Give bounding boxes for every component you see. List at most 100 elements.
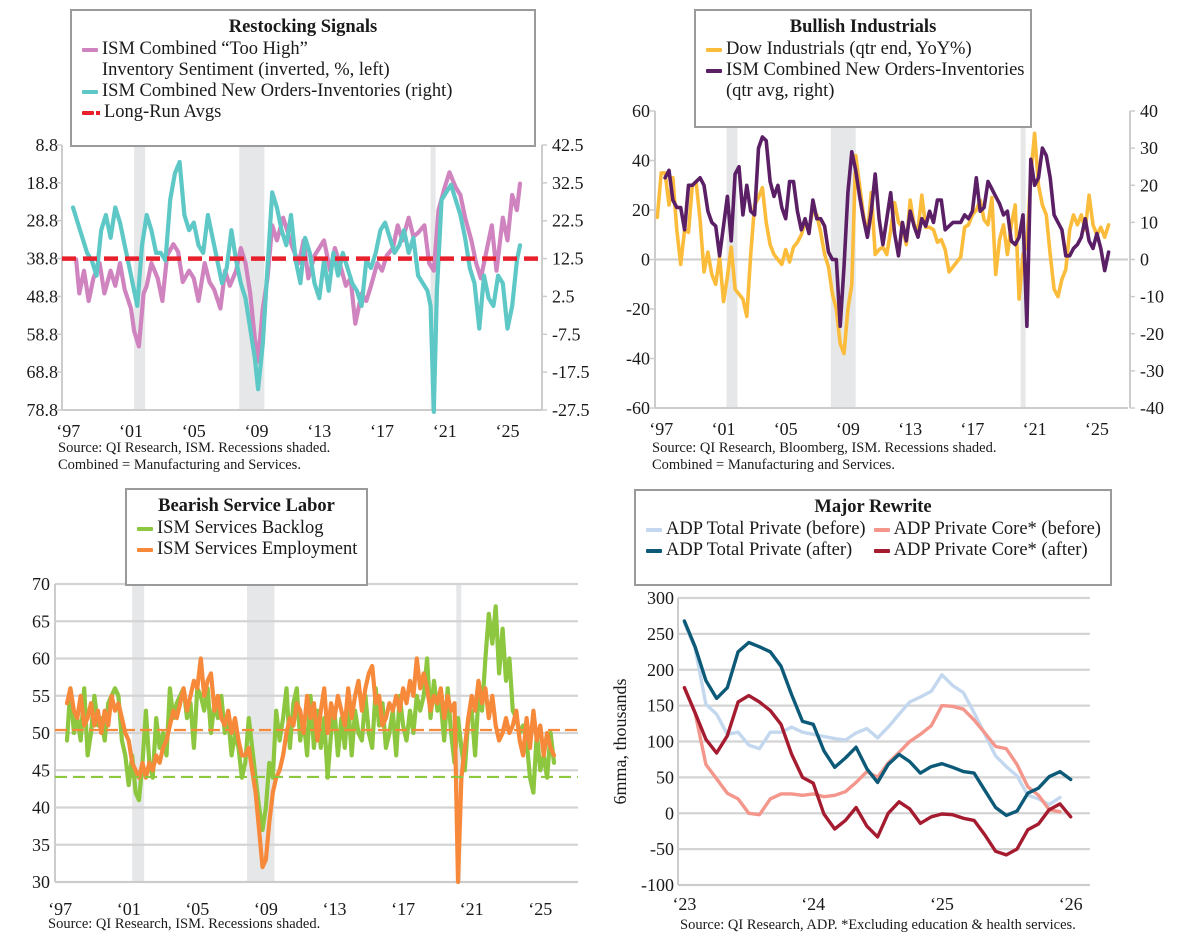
x-tick-label: ‘21 xyxy=(1023,419,1047,439)
chart-restocking-signals: 8.8 18.8 28.8 38.8 48.8 58.8 68.8 78.8 42.5 32.5 2… xyxy=(0,0,600,480)
legend-label: ISM Combined “Too High” xyxy=(102,39,308,59)
y-tick-label-right: -27.5 xyxy=(552,400,590,420)
x-tick-label: ‘13 xyxy=(323,899,347,919)
y-tick-label-left: 50 xyxy=(656,767,674,787)
source-line: Source: QI Research, Bloomberg, ISM. Rec… xyxy=(652,440,997,456)
series-line-dow-industrials-qtr-end-yoy xyxy=(655,131,1111,356)
y-tick-label-left: -100 xyxy=(641,875,674,895)
y-tick-label-right: 42.5 xyxy=(552,135,584,155)
series-line-adp-total-private-before xyxy=(682,621,1062,807)
legend-label: ADP Private Core* (before) xyxy=(893,519,1101,539)
legend-swatch-pink xyxy=(82,48,98,52)
y-tick-label-left: 250 xyxy=(647,624,674,644)
y-tick-label-right: -17.5 xyxy=(552,362,590,382)
series-line-ism-services-employment xyxy=(64,656,557,885)
y-tick-label-left: 18.8 xyxy=(27,173,59,193)
series-line-ism-combined-new-orders-inventories-qtr-avg-right xyxy=(663,135,1111,329)
series-line-adp-private-core-before xyxy=(682,685,1062,817)
chart-bearish-svg: 70 65 60 55 50 45 40 35 30 ‘97 ‘01 ‘05 ‘09 ‘13 ‘17 ‘21 ‘… xyxy=(32,574,578,919)
x-tick-label: ‘05 xyxy=(185,899,209,919)
source-note: Source: QI Research, ISM. Recessions sha… xyxy=(58,440,330,474)
chart-title: Major Rewrite xyxy=(814,497,932,517)
y-tick-label-left: 300 xyxy=(647,588,674,608)
legend-label: ISM Services Employment xyxy=(157,539,358,559)
legend-label: Dow Industrials (qtr end, YoY%) xyxy=(726,39,972,59)
x-tick-label: ‘05 xyxy=(774,419,798,439)
legend-item-total-private-before: ADP Total Private (before) xyxy=(646,519,866,540)
legend-item-private-core-after: ADP Private Core* (after) xyxy=(873,540,1101,561)
chart-major-rewrite: 300 250 200 150 100 50 0 -50 -100 ‘23 ‘24 ‘25 ‘26 6mm… xyxy=(600,480,1200,951)
legend-label: ADP Total Private (before) xyxy=(666,519,866,539)
y-tick-label-left: -50 xyxy=(650,839,674,859)
x-tick-label: ‘01 xyxy=(711,419,735,439)
legend-swatch-gold xyxy=(706,48,722,52)
y-tick-label-right: 0 xyxy=(1140,250,1149,270)
y-tick-label-right: -10 xyxy=(1140,287,1164,307)
y-tick-label-right: 12.5 xyxy=(552,249,584,269)
chart-rewrite-svg: 300 250 200 150 100 50 0 -50 -100‘23 ‘24 ‘25 ‘26 6mm… xyxy=(610,588,1090,914)
y-tick-label-left: 28.8 xyxy=(27,211,59,231)
y-tick-label-left: 200 xyxy=(647,660,674,680)
legend-label: ADP Private Core* (after) xyxy=(893,540,1088,560)
legend-swatch-teal xyxy=(82,90,98,94)
chart-restocking-svg: 8.8 18.8 28.8 38.8 48.8 58.8 68.8 78.8 42.5 32.5 2… xyxy=(27,135,590,441)
y-tick-label-right: -20 xyxy=(1140,324,1164,344)
x-tick-label: ‘25 xyxy=(1085,419,1109,439)
y-tick-label-left: -40 xyxy=(626,349,650,369)
source-line: Source: QI Research, ISM. Recessions sha… xyxy=(48,916,321,932)
x-tick-label: ‘25 xyxy=(495,421,519,441)
y-tick-label-left: 100 xyxy=(647,732,674,752)
source-line: Source: QI Research, ADP. *Excluding edu… xyxy=(680,917,1076,933)
x-tick-label: ‘09 xyxy=(836,419,860,439)
legend-bearish: Bearish Service Labor ISM Services Backl… xyxy=(125,488,368,586)
legend-bullish: Bullish Industrials Dow Industrials (qtr… xyxy=(694,9,1032,128)
x-tick-label: ‘23 xyxy=(672,894,696,914)
y-tick-label-left: 68.8 xyxy=(27,362,59,382)
source-line: Combined = Manufacturing and Services. xyxy=(58,457,301,473)
chart-bearish-service-labor: 70 65 60 55 50 45 40 35 30 ‘97 ‘01 ‘05 ‘09 ‘13 ‘17 ‘21 ‘… xyxy=(0,480,600,951)
y-tick-label-left: 35 xyxy=(32,835,50,855)
recession-shade xyxy=(430,145,436,410)
legend-label: Long-Run Avgs xyxy=(104,102,222,122)
legend-item-dow-industrials: Dow Industrials (qtr end, YoY%) xyxy=(706,39,1020,60)
legend-label: ISM Combined New Orders-Inventories (rig… xyxy=(102,81,453,101)
y-tick-label-left: 65 xyxy=(32,611,50,631)
legend-swatch-green xyxy=(137,527,153,531)
legend-rewrite: Major Rewrite ADP Total Private (before)… xyxy=(634,489,1112,586)
x-tick-label: ‘21 xyxy=(460,899,484,919)
x-tick-label: ‘17 xyxy=(370,421,394,441)
x-tick-label: ‘97 xyxy=(649,419,673,439)
x-tick-label: ‘13 xyxy=(307,421,331,441)
y-tick-label-right: 32.5 xyxy=(552,173,584,193)
y-axis-title: 6mma, thousands xyxy=(610,679,630,805)
source-line: Combined = Manufacturing and Services. xyxy=(652,457,895,473)
x-tick-label: ‘01 xyxy=(117,899,141,919)
legend-swatch-red-dashed xyxy=(82,111,100,115)
legend-item-services-employment: ISM Services Employment xyxy=(137,539,358,560)
y-tick-label-right: 22.5 xyxy=(552,211,584,231)
legend-item-too-high-inventory: ISM Combined “Too High” xyxy=(82,39,524,60)
x-tick-label: ‘25 xyxy=(528,899,552,919)
y-tick-label-left: 30 xyxy=(32,872,50,892)
source-line: Source: QI Research, ISM. Recessions sha… xyxy=(58,440,331,456)
legend-swatch-dark-red xyxy=(873,549,890,553)
y-tick-label-right: 30 xyxy=(1140,138,1158,158)
x-tick-label: ‘13 xyxy=(898,419,922,439)
y-tick-label-left: 40 xyxy=(32,798,50,818)
y-tick-label-right: 20 xyxy=(1140,175,1158,195)
source-note: Source: QI Research, ISM. Recessions sha… xyxy=(48,916,320,933)
x-tick-label: ‘25 xyxy=(930,894,954,914)
y-tick-label-left: -60 xyxy=(626,398,650,418)
legend-item-services-backlog: ISM Services Backlog xyxy=(137,518,356,539)
source-note: Source: QI Research, ADP. *Excluding edu… xyxy=(680,917,1076,934)
x-tick-label: ‘97 xyxy=(56,421,80,441)
x-tick-label: ‘24 xyxy=(801,894,825,914)
series-line-adp-private-core-after xyxy=(682,685,1073,857)
x-tick-label: ‘17 xyxy=(391,899,415,919)
legend-item-ism-new-orders-inventories: ISM Combined New Orders-Inventories xyxy=(706,60,1025,81)
x-tick-label: ‘21 xyxy=(433,421,457,441)
y-tick-label-left: 48.8 xyxy=(27,286,59,306)
legend-restocking: Restocking Signals ISM Combined “Too Hig… xyxy=(70,9,536,147)
x-tick-label: ‘09 xyxy=(245,421,269,441)
legend-label: ADP Total Private (after) xyxy=(666,540,853,560)
